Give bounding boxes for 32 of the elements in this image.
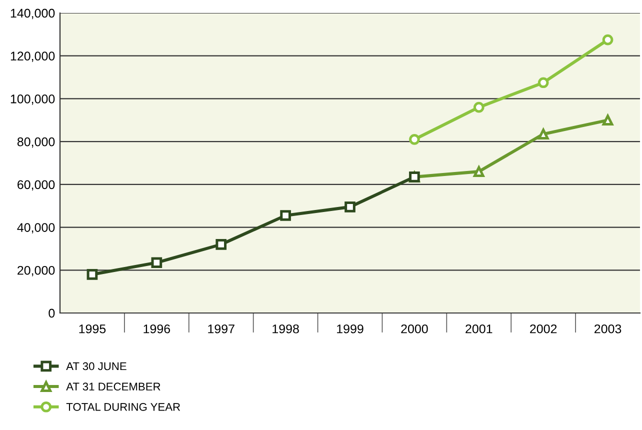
point <box>602 114 614 126</box>
point <box>409 134 420 145</box>
point <box>151 257 162 268</box>
point <box>473 166 484 177</box>
y-tick-label: 60,000 <box>18 180 55 191</box>
legend-label: TOTAL DURING YEAR <box>66 403 180 411</box>
x-tick-label: 1997 <box>208 324 234 334</box>
legend-label: AT 30 JUNE <box>66 362 126 370</box>
y-tick-label: 40,000 <box>17 223 55 234</box>
point <box>216 239 227 250</box>
y-tick-label: 140,000 <box>10 8 55 20</box>
y-tick-label: 100,000 <box>10 94 55 105</box>
point <box>538 77 549 88</box>
y-tick-label: 80,000 <box>17 137 55 148</box>
y-tick-label: 120,000 <box>10 52 55 62</box>
x-tick-label: 1998 <box>272 324 299 334</box>
point <box>602 34 614 46</box>
x-tick-label: 2001 <box>466 324 492 334</box>
x-tick-label: 1995 <box>79 324 106 334</box>
x-tick-label: 2003 <box>594 324 622 334</box>
y-tick-label: 0 <box>48 308 55 318</box>
point <box>344 202 356 212</box>
x-tick-label: 2000 <box>401 324 428 334</box>
y-tick-label: 20,000 <box>18 266 55 276</box>
x-tick-label: 1999 <box>337 324 364 334</box>
x-tick-label: 2002 <box>530 324 557 334</box>
x-tick-label: 1996 <box>144 324 170 334</box>
legend-label: AT 31 DECEMBER <box>66 382 160 391</box>
point <box>473 102 484 113</box>
point <box>86 269 98 280</box>
point <box>280 210 291 221</box>
point <box>538 128 549 140</box>
